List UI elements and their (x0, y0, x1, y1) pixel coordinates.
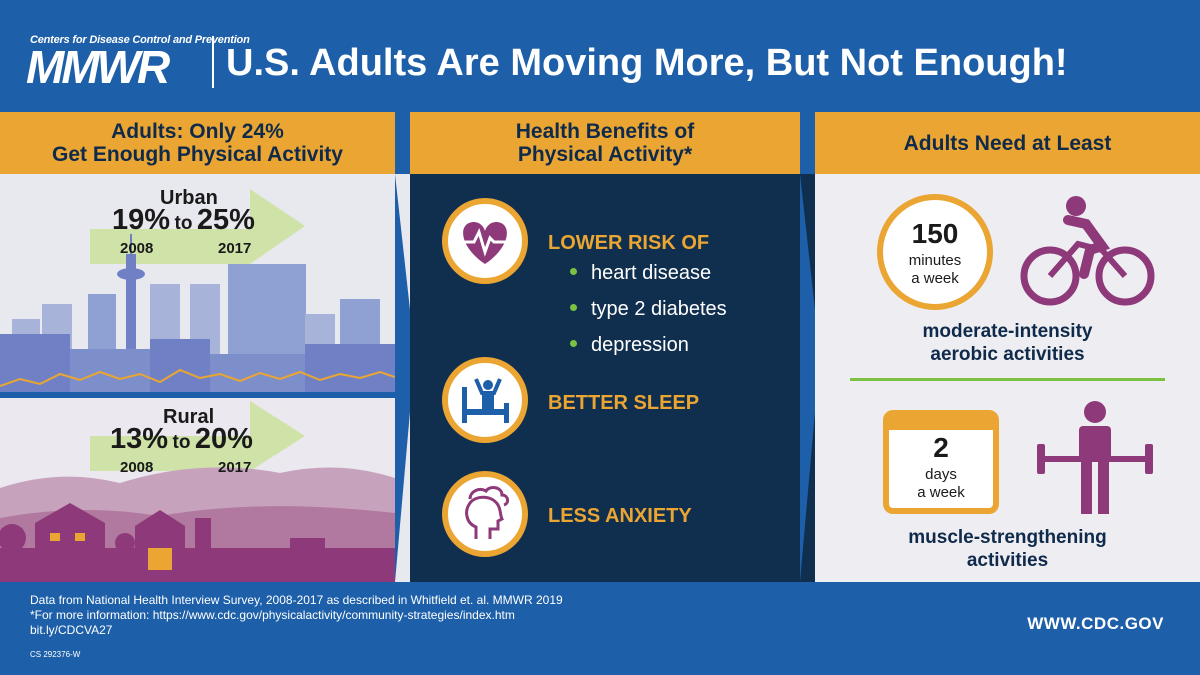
heart-icon (456, 222, 514, 264)
footer-source: Data from National Health Interview Surv… (30, 593, 563, 638)
col3-heading: Adults Need at Least (815, 112, 1200, 174)
urban-to-pct: 25% (196, 204, 255, 236)
col3-heading-text: Adults Need at Least (903, 131, 1112, 155)
urban-change: 19% to 25% (112, 204, 255, 237)
urban-label: Urban (160, 187, 218, 209)
better-sleep-title: BETTER SLEEP (548, 392, 700, 414)
strength-desc-line2: activities (966, 550, 1049, 571)
urban-year-from: 2008 (120, 240, 154, 257)
footer-line2: *For more information: https://www.cdc.g… (30, 608, 515, 622)
aerobic-unit2: a week (911, 270, 959, 287)
bullet-heart-disease: heart disease (570, 262, 711, 285)
footer-code: CS 292376-W (30, 650, 81, 659)
strength-unit1: days (925, 466, 957, 483)
benefits-panel: LOWER RISK OF heart disease type 2 diabe… (410, 174, 800, 582)
col2-heading-line1: Health Benefits of (515, 120, 695, 143)
aerobic-desc: moderate-intensity aerobic activities (815, 320, 1200, 366)
aerobic-desc-line1: moderate-intensity (922, 321, 1093, 342)
head-icon-badge (442, 471, 528, 557)
less-anxiety-title: LESS ANXIETY (548, 505, 692, 527)
aerobic-desc-line2: aerobic activities (930, 344, 1085, 365)
guidelines-panel: 150 minutes a week moderate-intensity ae… (815, 174, 1200, 582)
weightlifter-icon (1037, 401, 1153, 514)
page-title: U.S. Adults Are Moving More, But Not Eno… (226, 42, 1068, 84)
rural-panel: Rural 13% to 20% 2008 2017 (0, 398, 395, 582)
mmwr-logo: MMWR (26, 41, 170, 93)
col1-heading-line1: Adults: Only 24% (111, 120, 284, 143)
logo-divider (212, 36, 214, 88)
rural-to-pct: 20% (194, 423, 253, 455)
rural-year-from: 2008 (120, 459, 154, 476)
calendar-badge: 2 days a week (883, 410, 999, 514)
bullet-depression: depression (570, 334, 689, 357)
cdc-logo-caption: Centers for Disease Control and Preventi… (30, 34, 250, 46)
urban-year-to: 2017 (218, 240, 252, 257)
rural-year-to: 2017 (218, 459, 252, 476)
urban-to-word: to (174, 213, 193, 234)
cdc-website: WWW.CDC.GOV (1027, 614, 1164, 633)
rural-from-pct: 13% (110, 423, 169, 455)
strength-desc: muscle-strengthening activities (815, 526, 1200, 572)
footer-line3: bit.ly/CDCVA27 (30, 623, 113, 637)
col1-heading-line2: Get Enough Physical Activity (52, 143, 343, 166)
urban-panel: Urban 19% to 25% 2008 2017 (0, 174, 395, 396)
clock-badge: 150 minutes a week (877, 194, 993, 310)
aerobic-number: 150 (911, 218, 959, 249)
footer-line1: Data from National Health Interview Surv… (30, 593, 563, 607)
sleep-icon (462, 378, 509, 423)
rural-to-word: to (172, 432, 191, 453)
rural-farm-illustration (0, 401, 395, 582)
head-icon (465, 486, 510, 539)
strength-number: 2 (933, 432, 949, 463)
sleep-icon-badge (442, 357, 528, 443)
rural-change: 13% to 20% (110, 423, 253, 456)
col1-heading: Adults: Only 24% Get Enough Physical Act… (0, 112, 395, 174)
col2-heading: Health Benefits of Physical Activity* (410, 112, 800, 174)
aerobic-unit1: minutes (908, 252, 962, 269)
heart-icon-badge (442, 198, 528, 284)
calendar-bar (889, 416, 993, 430)
rural-label: Rural (163, 406, 215, 428)
urban-from-pct: 19% (112, 204, 171, 236)
strength-unit2: a week (917, 484, 965, 501)
strength-desc-line1: muscle-strengthening (908, 527, 1107, 548)
bullet-diabetes: type 2 diabetes (570, 298, 727, 321)
city-skyline-illustration (0, 189, 395, 396)
header: Centers for Disease Control and Preventi… (0, 0, 1200, 112)
section-divider (850, 378, 1165, 381)
lower-risk-title: LOWER RISK OF (548, 232, 710, 254)
col2-heading-line2: Physical Activity* (517, 143, 693, 166)
bicycle-icon (1020, 196, 1155, 306)
